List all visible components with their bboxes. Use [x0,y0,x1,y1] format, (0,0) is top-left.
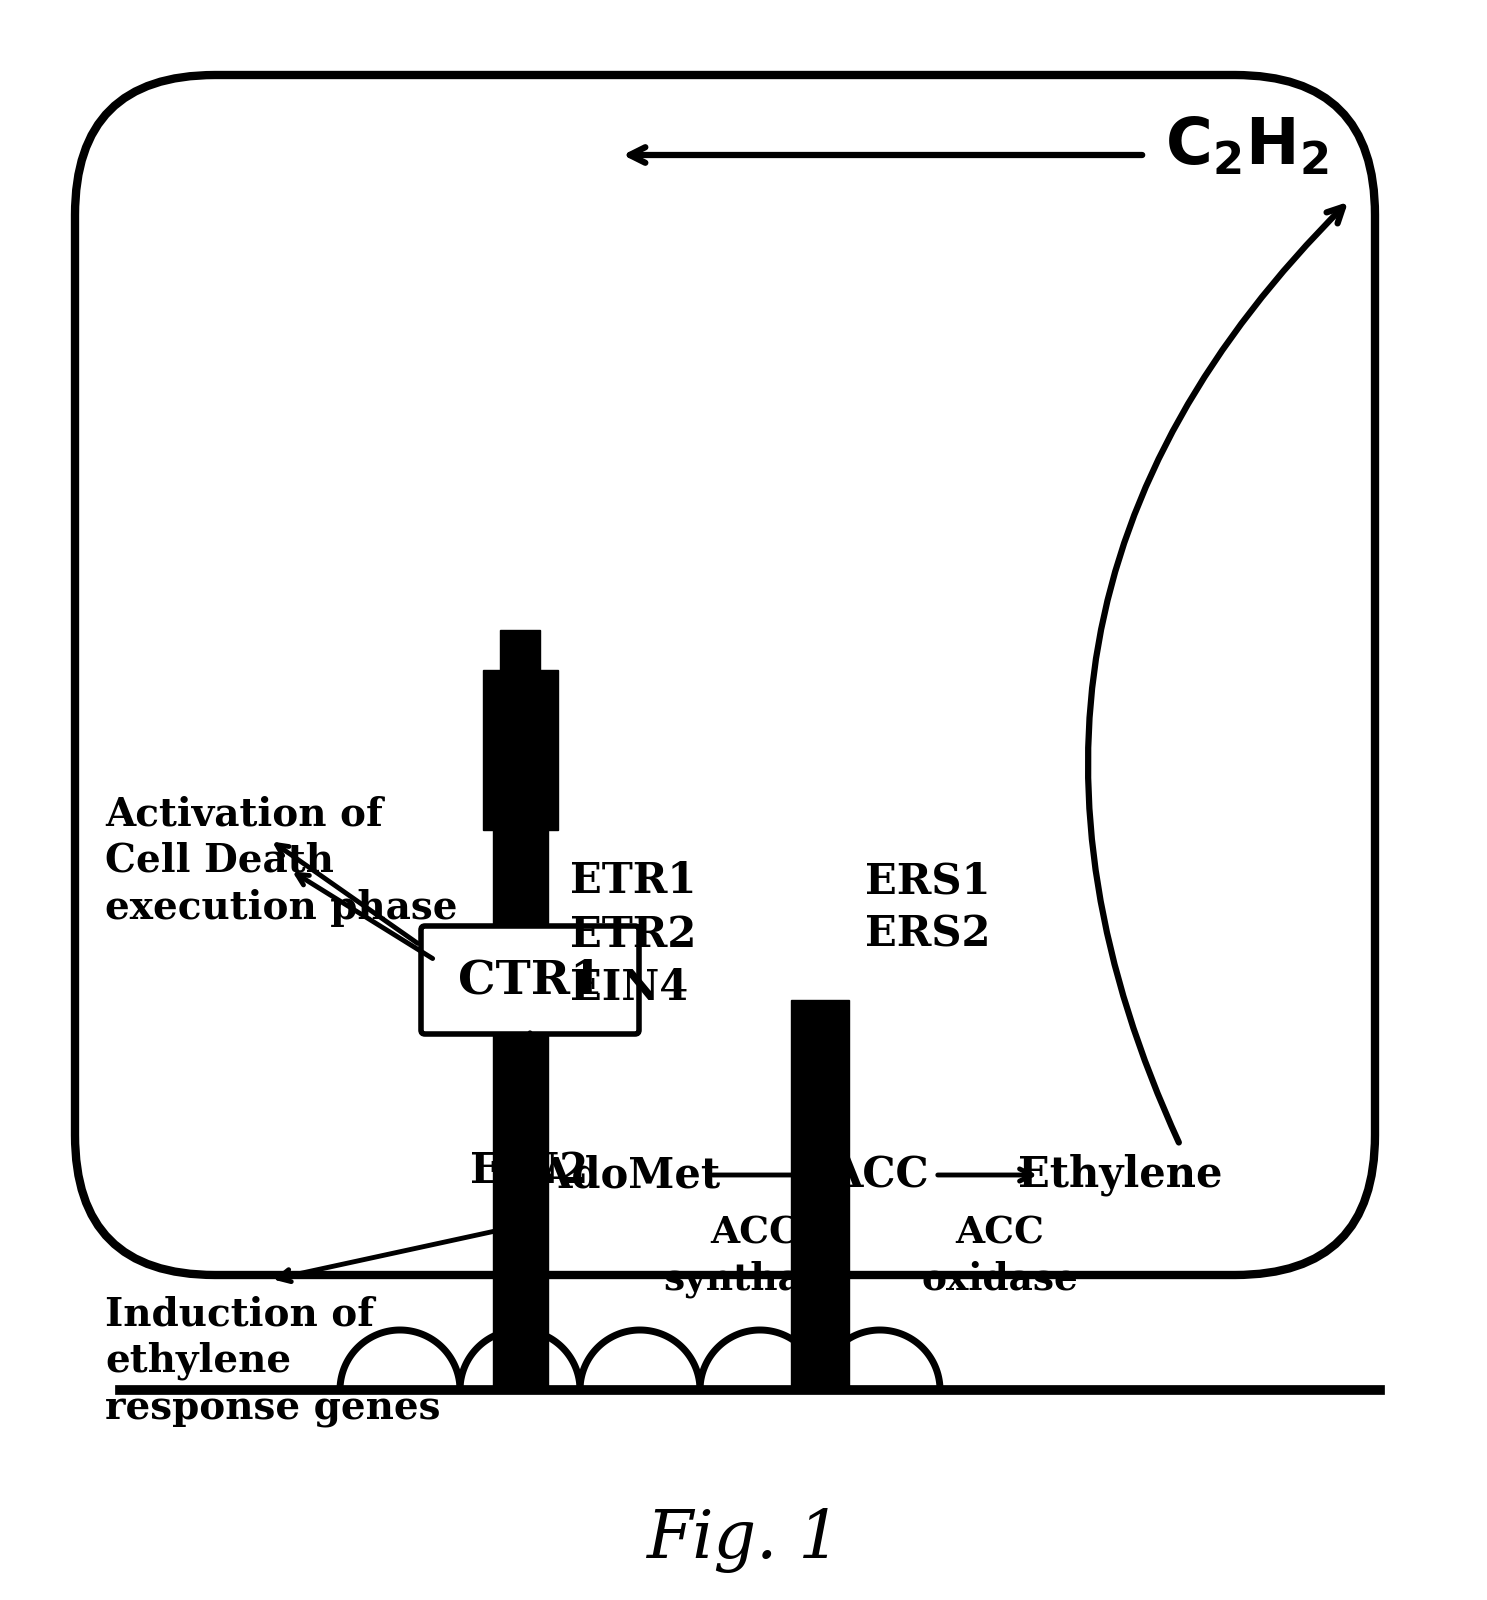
Text: Induction of
ethylene
response genes: Induction of ethylene response genes [106,1294,440,1427]
Bar [500,630,540,670]
Bar [482,670,558,830]
Text: ACC
synthase: ACC synthase [663,1214,848,1298]
FancyBboxPatch shape [421,926,639,1034]
Text: AdoMet: AdoMet [540,1154,721,1197]
Text: ERS1
ERS2: ERS1 ERS2 [865,861,990,955]
Text: CTR1: CTR1 [458,957,602,1003]
Text: ACC
oxidase: ACC oxidase [922,1214,1078,1298]
Text: Activation of
Cell Death
execution phase: Activation of Cell Death execution phase [106,795,458,926]
Bar [791,1000,849,1390]
Text: Ethylene: Ethylene [1017,1154,1222,1197]
Text: Fig. 1: Fig. 1 [645,1507,840,1573]
Text: ACC: ACC [831,1154,929,1197]
Text: ETR1
ETR2
EIN4: ETR1 ETR2 EIN4 [570,861,696,1010]
FancyBboxPatch shape [74,75,1375,1275]
Bar [492,830,547,1390]
Text: EIN2: EIN2 [470,1150,589,1192]
Text: $\mathbf{C_2H_2}$: $\mathbf{C_2H_2}$ [1164,115,1329,178]
